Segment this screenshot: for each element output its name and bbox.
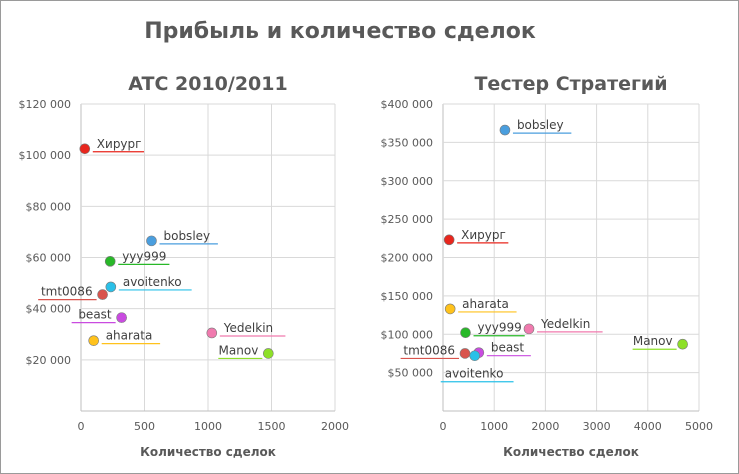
left-point-label-yyy999: yyy999 <box>122 249 166 263</box>
right-point-bobsley <box>499 124 511 136</box>
right-point-Manov <box>677 338 688 350</box>
left-point-yyy999 <box>104 256 116 267</box>
right-y-tick-label: $200 000 <box>381 252 434 265</box>
right-point-tmt0086 <box>459 348 471 359</box>
left-y-tick-label: $100 000 <box>19 149 72 162</box>
right-point-Yedelkin <box>523 323 535 335</box>
left-point-label-bobsley: bobsley <box>163 229 210 243</box>
right-point-label-yyy999: yyy999 <box>478 321 522 335</box>
left-point-tmt0086 <box>97 289 108 300</box>
left-x-tick-label: 2000 <box>321 420 349 433</box>
right-point-avoitenko <box>469 350 481 362</box>
left-point-label-Хирург: Хирург <box>97 137 142 151</box>
right-point-label-bobsley: bobsley <box>517 118 564 132</box>
right-chart-title: Тестер Стратегий <box>474 73 668 95</box>
left-point-label-Manov: Manov <box>219 343 259 357</box>
left-point-aharata <box>88 335 99 346</box>
right-x-axis-title: Количество сделок <box>503 445 639 459</box>
left-x-tick-label: 1500 <box>258 420 286 433</box>
right-x-tick-label: 0 <box>440 420 447 433</box>
right-y-tick-label: $250 000 <box>381 213 434 226</box>
left-x-tick-label: 0 <box>78 420 85 433</box>
left-x-tick-label: 500 <box>134 420 155 433</box>
right-point-label-Хирург: Хирург <box>461 228 506 242</box>
right-y-tick-label: $100 000 <box>381 328 434 341</box>
left-y-tick-label: $80 000 <box>26 200 72 213</box>
right-point-label-Yedelkin: Yedelkin <box>540 317 590 331</box>
left-y-tick-label: $60 000 <box>26 252 72 265</box>
right-x-tick-label: 5000 <box>685 420 713 433</box>
left-x-axis-title: Количество сделок <box>140 445 276 459</box>
left-point-label-tmt0086: tmt0086 <box>41 285 93 299</box>
right-y-tick-label: $350 000 <box>381 136 434 149</box>
left-point-label-beast: beast <box>78 308 112 322</box>
right-y-tick-label: $50 000 <box>388 367 434 380</box>
left-chart-title: ATC 2010/2011 <box>128 73 288 95</box>
main-title: Прибыль и количество сделок <box>144 19 536 44</box>
right-point-label-avoitenko: avoitenko <box>445 367 504 381</box>
right-point-label-beast: beast <box>491 341 525 355</box>
right-point-label-tmt0086: tmt0086 <box>403 343 455 357</box>
right-point-label-Manov: Manov <box>633 334 673 348</box>
left-x-tick-label: 1000 <box>194 420 222 433</box>
right-point-label-aharata: aharata <box>462 297 509 311</box>
left-y-tick-label: $20 000 <box>26 354 72 367</box>
right-x-tick-label: 1000 <box>480 420 508 433</box>
left-point-label-avoitenko: avoitenko <box>123 275 182 289</box>
right-point-aharata <box>444 303 456 315</box>
left-point-beast <box>116 312 127 323</box>
right-x-tick-label: 4000 <box>634 420 662 433</box>
right-point-yyy999 <box>460 327 471 339</box>
right-point-Хирург <box>443 234 455 246</box>
right-y-tick-label: $400 000 <box>381 98 434 111</box>
left-y-tick-label: $120 000 <box>19 98 72 111</box>
left-point-Хирург <box>79 143 91 155</box>
left-point-Manov <box>263 348 274 359</box>
left-point-label-aharata: aharata <box>106 329 153 343</box>
right-y-tick-label: $150 000 <box>381 290 434 303</box>
left-point-bobsley <box>146 235 157 247</box>
left-point-avoitenko <box>105 281 117 293</box>
right-y-tick-label: $300 000 <box>381 175 434 188</box>
right-x-tick-label: 2000 <box>531 420 559 433</box>
left-y-tick-label: $40 000 <box>26 303 72 316</box>
right-x-tick-label: 3000 <box>583 420 611 433</box>
left-point-label-Yedelkin: Yedelkin <box>223 321 273 335</box>
left-point-Yedelkin <box>206 327 218 339</box>
